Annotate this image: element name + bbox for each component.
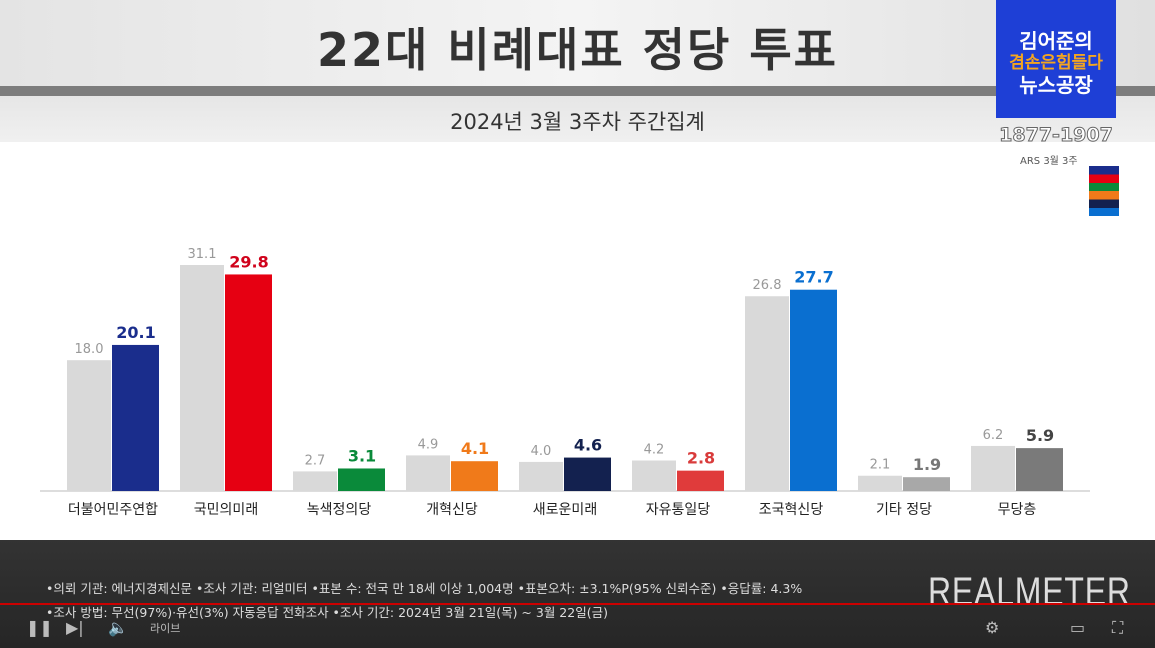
party-flag-icon [1089,166,1119,216]
next-icon[interactable]: ▶| [66,618,84,637]
bar-previous [632,460,676,491]
data-label-current: 3.1 [348,446,376,465]
data-label-previous: 4.2 [644,442,665,457]
category-label: 기타 정당 [876,502,932,518]
data-label-previous: 2.1 [870,458,891,473]
data-label-previous: 6.2 [983,428,1004,443]
footer-note-2: •조사 방법: 무선(97%)·유선(3%) 자동응답 전화조사 •조사 기간:… [46,605,608,620]
bar-previous [519,461,563,491]
subtitle: 2024년 3월 3주차 주간집계 [450,110,705,134]
logo-text: 김어준의 [1019,29,1093,53]
pause-icon[interactable]: ❚❚ [26,618,53,637]
data-label-current: 29.8 [229,252,268,271]
category-label: 자유통일당 [646,502,711,518]
data-label-current: 20.1 [116,323,155,342]
bar-previous [180,265,224,491]
category-label: 국민의미래 [194,502,258,518]
bar-previous [67,360,111,491]
volume-icon[interactable]: 🔈 [108,618,128,637]
settings-icon[interactable]: ⚙ [985,618,1000,637]
data-label-current: 2.8 [687,449,715,468]
logo-text: 겸손은힘들다 [1009,53,1103,73]
bar-current [790,289,837,491]
data-label-previous: 4.9 [418,437,439,452]
category-label: 개혁신당 [426,502,478,518]
bar-current [903,477,950,491]
footer-note-1: •의뢰 기관: 에너지경제신문 •조사 기관: 리얼미터 •표본 수: 전국 만… [46,581,803,596]
data-label-previous: 4.0 [531,444,552,459]
bar-current [338,468,385,491]
bar-current [564,457,611,491]
bar-previous [971,445,1015,491]
bar-previous [745,296,789,491]
data-label-current: 5.9 [1026,426,1054,445]
fullscreen-icon[interactable]: ⛶ [1112,618,1124,637]
footer: •의뢰 기관: 에너지경제신문 •조사 기관: 리얼미터 •표본 수: 전국 만… [0,540,1155,648]
category-label: 새로운미래 [533,502,597,518]
bar-current [225,274,272,491]
bar-previous [858,475,902,491]
category-label: 조국혁신당 [759,502,824,518]
theater-icon[interactable]: ▭ [1070,618,1086,637]
flag-label: ARS 3월 3주 [1020,156,1078,167]
bar-current [451,461,498,491]
live-badge[interactable]: 라이브 [150,622,181,635]
realmeter-logo: REALMETER [928,570,1131,614]
data-label-previous: 31.1 [188,247,217,262]
bar-current [1016,448,1063,491]
data-label-current: 4.1 [461,439,489,458]
category-label: 무당층 [998,502,1037,518]
data-label-current: 1.9 [913,455,941,474]
progress-bar[interactable] [0,603,1155,605]
bar-current [677,470,724,491]
page-title: 22대 비례대표 정당 투표 [317,23,838,77]
divider [0,86,1155,96]
data-label-previous: 2.7 [305,453,326,468]
category-label: 녹색정의당 [307,502,372,518]
bar-chart: 18.0 20.1 더불어민주연합 31.1 29.8 국민의미래 2.7 3.1 녹색정의당 4… [40,247,1090,518]
bar-current [112,344,159,491]
bar-previous [293,471,337,491]
phone-number: 1877-1907 [999,124,1114,147]
channel-logo: 김어준의 겸손은힘들다 뉴스공장 [996,0,1116,118]
subtitle-band: 2024년 3월 3주차 주간집계 [0,96,1155,142]
logo-text: 뉴스공장 [1019,73,1093,97]
data-label-current: 27.7 [794,268,833,287]
bar-previous [406,455,450,491]
data-label-previous: 18.0 [75,342,104,357]
title-banner: 22대 비례대표 정당 투표 [0,0,1155,86]
category-label: 더불어민주연합 [68,502,158,518]
data-label-current: 4.6 [574,436,602,455]
data-label-previous: 26.8 [753,278,782,293]
